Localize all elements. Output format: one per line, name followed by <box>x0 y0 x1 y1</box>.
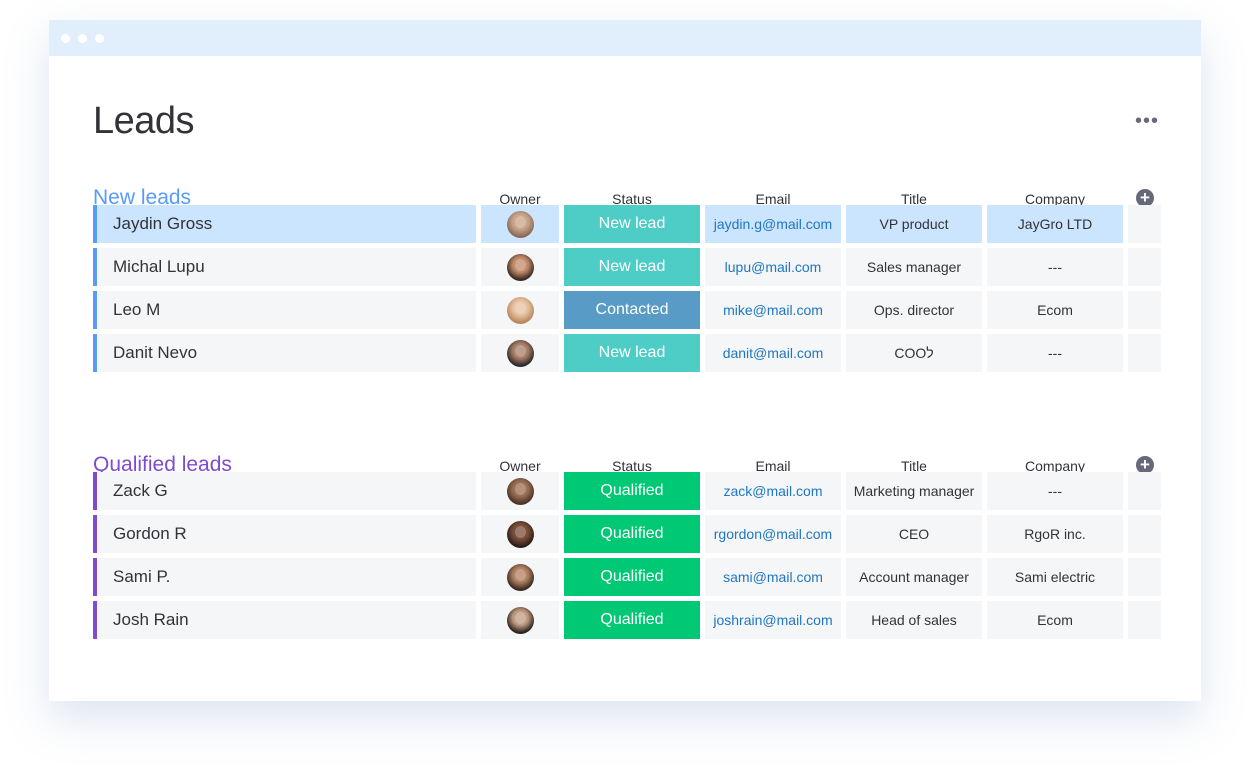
company-cell[interactable]: JayGro LTD <box>987 205 1123 243</box>
lead-name[interactable]: Zack G <box>93 472 476 510</box>
empty-cell <box>1128 472 1161 510</box>
status-badge[interactable]: New lead <box>564 334 700 372</box>
email-link[interactable]: mike@mail.com <box>705 291 841 329</box>
empty-cell <box>1128 205 1161 243</box>
status-badge[interactable]: Contacted <box>564 291 700 329</box>
email-link[interactable]: sami@mail.com <box>705 558 841 596</box>
email-link[interactable]: danit@mail.com <box>705 334 841 372</box>
lead-name[interactable]: Sami P. <box>93 558 476 596</box>
owner-cell[interactable] <box>481 515 559 553</box>
table-row[interactable]: Zack G Qualified zack@mail.com Marketing… <box>93 472 1163 510</box>
status-badge[interactable]: Qualified <box>564 558 700 596</box>
window-dot <box>95 34 104 43</box>
avatar <box>506 296 534 324</box>
column-header-status[interactable]: Status <box>612 191 652 207</box>
email-link[interactable]: joshrain@mail.com <box>705 601 841 639</box>
avatar <box>506 477 534 505</box>
title-cell[interactable]: CEO <box>846 515 982 553</box>
company-cell[interactable]: Ecom <box>987 601 1123 639</box>
status-badge[interactable]: Qualified <box>564 515 700 553</box>
owner-cell[interactable] <box>481 601 559 639</box>
table-row[interactable]: Leo M Contacted mike@mail.com Ops. direc… <box>93 291 1163 329</box>
app-window: Leads ••• New leads Owner Status Email Title… <box>49 20 1201 701</box>
company-cell[interactable]: --- <box>987 472 1123 510</box>
avatar <box>506 606 534 634</box>
avatar <box>506 520 534 548</box>
column-header-company[interactable]: Company <box>1025 191 1085 207</box>
title-cell[interactable]: COOל <box>846 334 982 372</box>
status-badge[interactable]: New lead <box>564 205 700 243</box>
column-header-company[interactable]: Company <box>1025 458 1085 474</box>
column-header-email[interactable]: Email <box>755 458 791 474</box>
lead-name[interactable]: Danit Nevo <box>93 334 476 372</box>
title-cell[interactable]: Ops. director <box>846 291 982 329</box>
column-header-owner[interactable]: Owner <box>499 191 541 207</box>
empty-cell <box>1128 601 1161 639</box>
company-cell[interactable]: RgoR inc. <box>987 515 1123 553</box>
email-link[interactable]: jaydin.g@mail.com <box>705 205 841 243</box>
add-column-icon[interactable]: + <box>1136 189 1154 207</box>
email-link[interactable]: zack@mail.com <box>705 472 841 510</box>
lead-name[interactable]: Gordon R <box>93 515 476 553</box>
window-dot <box>61 34 70 43</box>
window-dot <box>78 34 87 43</box>
owner-cell[interactable] <box>481 334 559 372</box>
lead-name[interactable]: Jaydin Gross <box>93 205 476 243</box>
empty-cell <box>1128 558 1161 596</box>
title-cell[interactable]: Sales manager <box>846 248 982 286</box>
avatar <box>506 339 534 367</box>
group-title[interactable]: New leads <box>93 186 192 209</box>
column-header-title[interactable]: Title <box>901 191 927 207</box>
column-header-status[interactable]: Status <box>612 458 652 474</box>
status-badge[interactable]: Qualified <box>564 601 700 639</box>
table-row[interactable]: Jaydin Gross New lead jaydin.g@mail.com … <box>93 205 1163 243</box>
status-badge[interactable]: New lead <box>564 248 700 286</box>
title-cell[interactable]: Head of sales <box>846 601 982 639</box>
add-column-icon[interactable]: + <box>1136 456 1154 474</box>
table-row[interactable]: Danit Nevo New lead danit@mail.com COOל … <box>93 334 1163 372</box>
table-row[interactable]: Sami P. Qualified sami@mail.com Account … <box>93 558 1163 596</box>
avatar <box>506 563 534 591</box>
company-cell[interactable]: --- <box>987 334 1123 372</box>
column-header-email[interactable]: Email <box>755 191 791 207</box>
owner-cell[interactable] <box>481 472 559 510</box>
owner-cell[interactable] <box>481 291 559 329</box>
status-badge[interactable]: Qualified <box>564 472 700 510</box>
title-cell[interactable]: Account manager <box>846 558 982 596</box>
table-row[interactable]: Josh Rain Qualified joshrain@mail.com He… <box>93 601 1163 639</box>
page-title: Leads <box>93 100 195 142</box>
lead-name[interactable]: Michal Lupu <box>93 248 476 286</box>
lead-name[interactable]: Josh Rain <box>93 601 476 639</box>
ellipsis-icon[interactable]: ••• <box>1135 110 1160 132</box>
empty-cell <box>1128 248 1161 286</box>
empty-cell <box>1128 334 1161 372</box>
company-cell[interactable]: Ecom <box>987 291 1123 329</box>
company-cell[interactable]: --- <box>987 248 1123 286</box>
title-cell[interactable]: Marketing manager <box>846 472 982 510</box>
owner-cell[interactable] <box>481 205 559 243</box>
empty-cell <box>1128 291 1161 329</box>
empty-cell <box>1128 515 1161 553</box>
company-cell[interactable]: Sami electric <box>987 558 1123 596</box>
table-row[interactable]: Michal Lupu New lead lupu@mail.com Sales… <box>93 248 1163 286</box>
email-link[interactable]: rgordon@mail.com <box>705 515 841 553</box>
title-cell[interactable]: VP product <box>846 205 982 243</box>
column-header-title[interactable]: Title <box>901 458 927 474</box>
avatar <box>506 210 534 238</box>
group-title[interactable]: Qualified leads <box>93 453 232 476</box>
lead-name[interactable]: Leo M <box>93 291 476 329</box>
avatar <box>506 253 534 281</box>
table-row[interactable]: Gordon R Qualified rgordon@mail.com CEO … <box>93 515 1163 553</box>
owner-cell[interactable] <box>481 558 559 596</box>
window-titlebar <box>49 20 1201 56</box>
column-header-owner[interactable]: Owner <box>499 458 541 474</box>
owner-cell[interactable] <box>481 248 559 286</box>
email-link[interactable]: lupu@mail.com <box>705 248 841 286</box>
